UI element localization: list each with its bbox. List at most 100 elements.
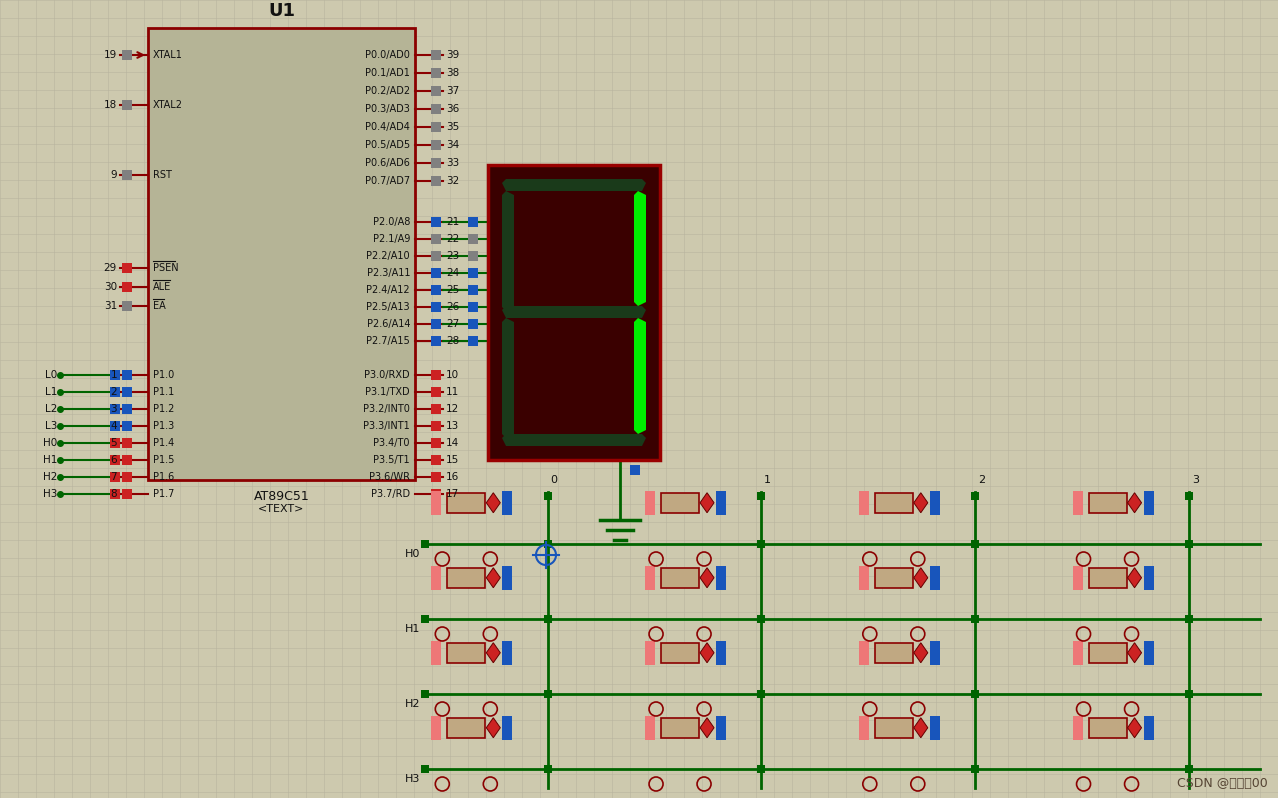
Bar <box>716 716 726 740</box>
Bar <box>121 370 132 380</box>
Text: 26: 26 <box>446 302 459 312</box>
Text: P2.3/A11: P2.3/A11 <box>367 268 410 278</box>
Text: 15: 15 <box>446 455 459 465</box>
Bar <box>431 566 441 590</box>
Bar <box>1144 641 1154 665</box>
Text: 6: 6 <box>110 455 118 465</box>
Bar <box>1185 690 1192 698</box>
Text: P1.4: P1.4 <box>153 438 174 448</box>
Bar <box>468 268 478 278</box>
Bar <box>716 491 726 515</box>
Bar <box>1089 717 1126 737</box>
Text: P3.3/INT1: P3.3/INT1 <box>363 421 410 431</box>
Bar <box>431 302 441 312</box>
Text: P3.4/T0: P3.4/T0 <box>373 438 410 448</box>
Bar <box>121 455 132 465</box>
Polygon shape <box>502 179 645 191</box>
Bar <box>1089 642 1126 663</box>
Bar <box>420 540 429 548</box>
Text: 12: 12 <box>446 404 459 414</box>
Bar <box>447 642 486 663</box>
Text: 24: 24 <box>446 268 459 278</box>
Bar <box>661 717 699 737</box>
Bar <box>420 690 429 698</box>
Text: 34: 34 <box>446 140 459 150</box>
Bar <box>121 489 132 499</box>
Bar <box>661 567 699 588</box>
Polygon shape <box>1127 567 1141 588</box>
Polygon shape <box>700 642 714 663</box>
Bar <box>502 641 512 665</box>
Text: 9: 9 <box>110 170 118 180</box>
Text: P1.2: P1.2 <box>153 404 174 414</box>
Bar <box>1144 716 1154 740</box>
Text: 39: 39 <box>446 50 459 60</box>
Text: P3.0/RXD: P3.0/RXD <box>364 370 410 380</box>
Text: RST: RST <box>153 170 171 180</box>
Bar <box>121 421 132 431</box>
Bar <box>859 716 869 740</box>
Bar <box>431 370 441 380</box>
Text: EA: EA <box>153 301 166 311</box>
Bar <box>859 491 869 515</box>
Polygon shape <box>914 567 928 588</box>
Text: P2.5/A13: P2.5/A13 <box>367 302 410 312</box>
Bar <box>645 641 656 665</box>
Text: P0.2/AD2: P0.2/AD2 <box>366 86 410 96</box>
Text: P2.1/A9: P2.1/A9 <box>373 234 410 244</box>
Text: H3: H3 <box>42 489 58 499</box>
Bar <box>110 455 120 465</box>
Bar <box>148 28 415 480</box>
Text: P3.7/RD: P3.7/RD <box>371 489 410 499</box>
Bar <box>758 615 766 623</box>
Bar <box>930 566 939 590</box>
Bar <box>645 566 656 590</box>
Text: 31: 31 <box>104 301 118 311</box>
Text: P1.1: P1.1 <box>153 387 174 397</box>
Bar <box>447 567 486 588</box>
Bar <box>110 370 120 380</box>
Text: 37: 37 <box>446 86 459 96</box>
Text: P3.5/T1: P3.5/T1 <box>373 455 410 465</box>
Text: 4: 4 <box>110 421 118 431</box>
Bar <box>971 492 979 500</box>
Text: 28: 28 <box>446 336 459 346</box>
Text: 22: 22 <box>446 234 459 244</box>
Bar <box>431 176 441 186</box>
Text: H0: H0 <box>42 438 58 448</box>
Bar <box>543 690 552 698</box>
Polygon shape <box>487 492 500 513</box>
Text: L1: L1 <box>45 387 58 397</box>
Polygon shape <box>700 492 714 513</box>
Bar <box>875 567 912 588</box>
Bar <box>121 170 132 180</box>
Bar <box>431 285 441 295</box>
Bar <box>1089 492 1126 513</box>
Bar <box>875 717 912 737</box>
Text: AT89C51: AT89C51 <box>253 490 309 503</box>
Bar <box>502 566 512 590</box>
Text: XTAL2: XTAL2 <box>153 100 183 110</box>
Bar <box>447 492 486 513</box>
Bar <box>420 765 429 773</box>
Bar <box>758 765 766 773</box>
Bar <box>716 566 726 590</box>
Bar <box>431 489 441 499</box>
Bar <box>110 421 120 431</box>
Text: 5: 5 <box>110 438 118 448</box>
Bar <box>758 492 766 500</box>
Bar <box>121 387 132 397</box>
Bar <box>121 472 132 482</box>
Text: P1.3: P1.3 <box>153 421 174 431</box>
Polygon shape <box>1127 492 1141 513</box>
Bar <box>716 641 726 665</box>
Text: P0.4/AD4: P0.4/AD4 <box>366 122 410 132</box>
Bar <box>859 566 869 590</box>
Bar <box>121 301 132 311</box>
Text: 16: 16 <box>446 472 459 482</box>
Bar <box>431 268 441 278</box>
Text: 13: 13 <box>446 421 459 431</box>
Bar <box>488 165 659 460</box>
Bar <box>758 540 766 548</box>
Bar <box>121 50 132 60</box>
